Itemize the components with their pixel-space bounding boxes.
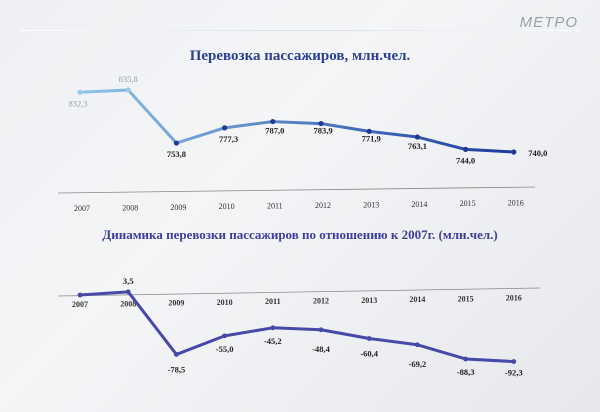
chart1-x-tick-label: 2007 (74, 204, 90, 213)
chart1-x-axis (57, 186, 536, 194)
chart2-data-label: -88,3 (457, 367, 475, 377)
chart2-x-tick-label: 2009 (168, 299, 184, 308)
chart2-data-point (174, 352, 179, 357)
metro-logo: МЕТРО (519, 14, 578, 31)
chart2-data-label: -48,4 (312, 344, 330, 354)
chart1-data-point (511, 149, 517, 155)
chart1-data-point (318, 120, 324, 127)
chart1-x-tick-label: 2008 (122, 203, 138, 212)
chart1-data-point (414, 134, 420, 140)
chart2-x-tick-label: 2015 (458, 294, 474, 303)
chart1-data-point (270, 118, 276, 125)
chart1-x-tick-label: 2010 (219, 202, 235, 211)
chart1-data-label: 753,8 (167, 149, 186, 159)
chart2-data-point (270, 325, 276, 331)
chart1-series-line (79, 88, 514, 154)
chart2-x-tick-label: 2012 (313, 297, 329, 306)
chart2-data-label: 3,5 (123, 276, 134, 286)
chart2-x-tick-label: 2008 (120, 299, 136, 308)
chart2-data-label: -45,2 (264, 336, 282, 346)
chart1-data-label: 740,0 (528, 148, 547, 158)
chart2-series-line (79, 290, 514, 364)
chart1-title: Перевозка пассажиров, млн.чел. (189, 48, 411, 64)
chart2-data-point (463, 356, 468, 362)
chart1-data-point (222, 125, 228, 131)
chart2-data-point (318, 327, 324, 333)
chart1-data-point (366, 128, 372, 134)
chart1-data-point (173, 140, 179, 146)
chart1-data-point (463, 146, 469, 152)
chart1-x-tick-label: 2011 (267, 202, 283, 211)
chart2-data-point (511, 359, 517, 364)
chart1-data-label: 771,9 (362, 133, 381, 143)
chart2-data-label: -78,5 (168, 364, 186, 374)
chart1-x-tick-label: 2009 (170, 203, 186, 212)
chart2-x-axis (57, 287, 541, 297)
chart2-data-point (125, 289, 131, 295)
chart1-x-tick-label: 2012 (315, 201, 331, 210)
chart1-data-point (77, 89, 83, 95)
chart1-data-label: 777,3 (219, 134, 238, 144)
chart1-x-tick-label: 2015 (460, 199, 476, 208)
chart2-data-point (366, 336, 372, 341)
chart2-x-tick-label: 2016 (506, 294, 522, 303)
chart1-data-label: 763,1 (408, 141, 427, 151)
chart1-data-label: 835,8 (119, 74, 138, 84)
chart1-data-label: 744,0 (456, 155, 475, 165)
chart2-x-tick-label: 2014 (409, 295, 425, 304)
chart2-x-tick-label: 2007 (72, 300, 88, 309)
chart1-data-label: 783,9 (313, 126, 332, 136)
chart1-data-point (125, 87, 131, 93)
chart2-x-tick-label: 2010 (217, 298, 233, 307)
chart1-data-label: 832,3 (68, 98, 87, 108)
chart2-data-label: -92,3 (505, 368, 523, 378)
chart1-data-label: 787,0 (265, 126, 284, 136)
chart2-data-point (415, 342, 420, 348)
chart2-x-tick-label: 2013 (361, 296, 377, 305)
chart2-x-tick-label: 2011 (265, 297, 281, 306)
chart2-data-label: -60,4 (360, 349, 378, 359)
chart2-title: Динамика перевозки пассажиров по отношен… (102, 227, 498, 242)
chart2-data-point (222, 333, 228, 339)
chart2-data-label: -69,2 (409, 359, 427, 369)
chart1-x-tick-label: 2016 (508, 199, 524, 208)
chart1-x-tick-label: 2013 (363, 200, 379, 209)
header-divider (20, 30, 580, 31)
chart2-data-label: -55,0 (216, 344, 234, 354)
chart2-data-point (77, 292, 83, 298)
chart1-x-tick-label: 2014 (411, 200, 427, 209)
